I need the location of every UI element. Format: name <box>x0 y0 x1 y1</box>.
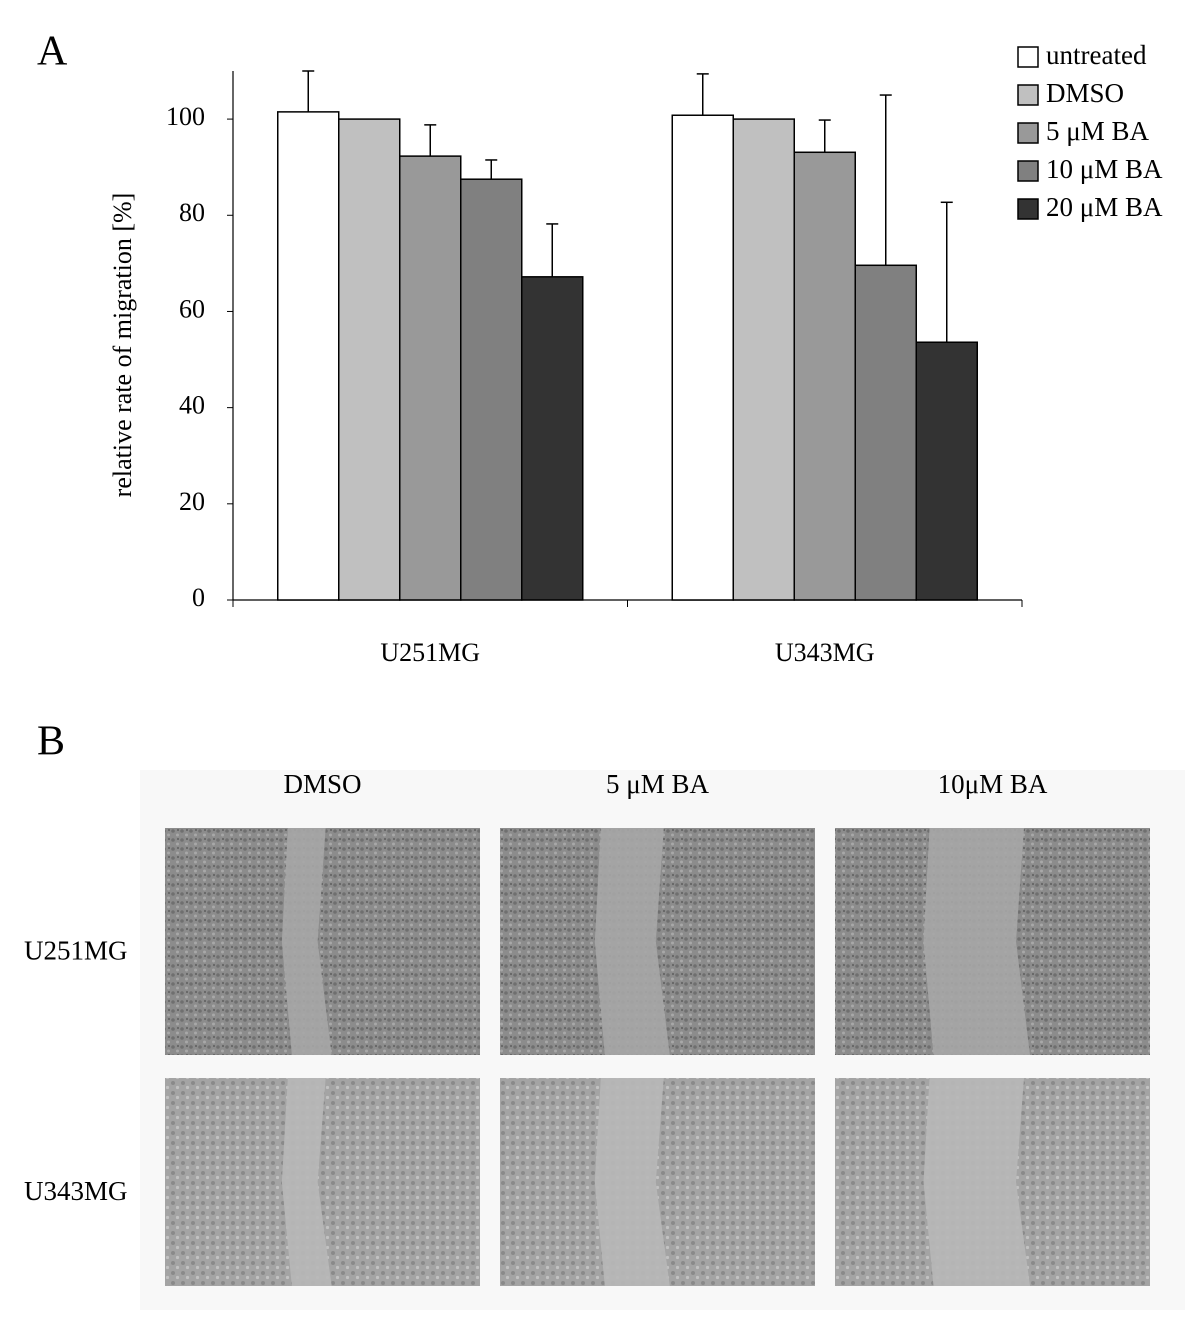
legend-label: DMSO <box>1046 78 1124 108</box>
x-tick-label: U251MG <box>380 638 480 667</box>
wound-gap <box>281 828 332 1055</box>
legend-label: 10 μM BA <box>1046 154 1163 184</box>
y-axis-label: relative rate of migration [%] <box>108 193 137 498</box>
y-tick-label: 40 <box>179 391 205 420</box>
x-tick-label: U343MG <box>775 638 875 667</box>
bar <box>338 118 401 601</box>
legend-swatch <box>1017 198 1039 220</box>
legend-swatch <box>1017 46 1039 68</box>
y-tick-label: 0 <box>192 583 205 612</box>
bar <box>460 178 523 601</box>
legend-swatch <box>1017 84 1039 106</box>
y-tick-label: 100 <box>166 102 205 131</box>
y-tick-label: 60 <box>179 294 205 323</box>
bar <box>277 111 340 601</box>
wound-gap <box>281 1078 332 1286</box>
legend-label: 5 μM BA <box>1046 116 1149 146</box>
bar <box>854 264 917 601</box>
legend-swatch <box>1017 160 1039 182</box>
bar <box>915 341 978 601</box>
bar <box>793 151 856 601</box>
bar <box>521 276 584 601</box>
wound-gap <box>594 828 670 1055</box>
wound-gap <box>923 1078 1030 1286</box>
legend-label: untreated <box>1046 40 1147 70</box>
bar <box>671 114 734 601</box>
y-tick-label: 20 <box>179 487 205 516</box>
panel-label: A <box>37 29 68 75</box>
legend-swatch <box>1017 122 1039 144</box>
column-label: 5 μM BA <box>606 769 709 799</box>
wound-gap <box>594 1078 670 1286</box>
row-label: U343MG <box>24 1176 128 1206</box>
legend-label: 20 μM BA <box>1046 192 1163 222</box>
bar <box>399 155 462 601</box>
y-tick-label: 80 <box>179 198 205 227</box>
wound-gap <box>923 828 1030 1055</box>
panel-label: B <box>37 719 65 765</box>
bar <box>732 118 795 601</box>
column-label: DMSO <box>283 769 361 799</box>
row-label: U251MG <box>24 936 128 966</box>
column-label: 10μM BA <box>938 769 1048 799</box>
